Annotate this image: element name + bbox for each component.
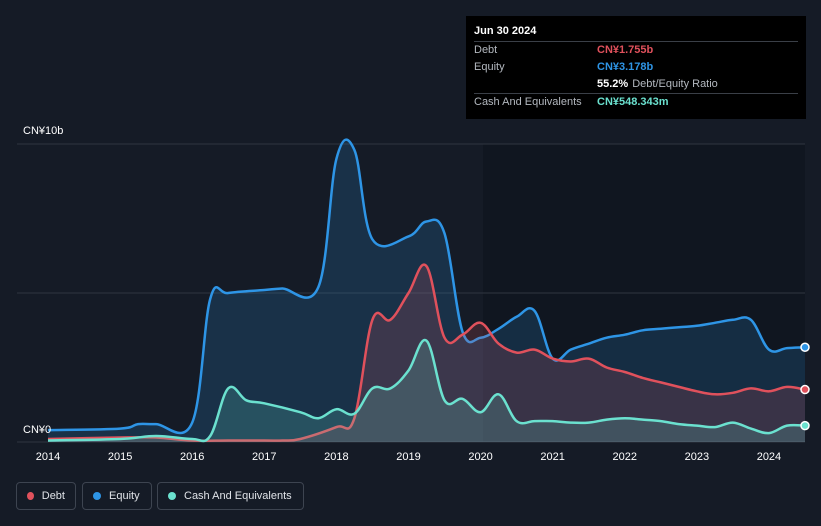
x-tick-label: 2020 xyxy=(468,451,493,463)
legend-cash-label: Cash And Equivalents xyxy=(184,490,292,502)
x-tick-label: 2014 xyxy=(35,451,61,463)
x-tick-label: 2023 xyxy=(684,451,710,463)
y-axis-top-label: CN¥10b xyxy=(23,125,64,137)
tooltip-ratio-label: Debt/Equity Ratio xyxy=(632,78,718,90)
x-tick-label: 2018 xyxy=(324,451,349,463)
tooltip-equity-value: CN¥3.178b xyxy=(597,61,654,73)
tooltip-debt-label: Debt xyxy=(474,44,498,56)
series-layer xyxy=(47,138,810,443)
tooltip-row-equity: Equity CN¥3.178b xyxy=(474,59,798,76)
x-tick-label: 2019 xyxy=(396,451,421,463)
tooltip-row-cash: Cash And Equivalents CN¥548.343m xyxy=(474,93,798,111)
tooltip-panel: Jun 30 2024 Debt CN¥1.755b Equity CN¥3.1… xyxy=(466,16,806,119)
y-axis-bottom-label: CN¥0 xyxy=(23,424,52,436)
tooltip-row-debt: Debt CN¥1.755b xyxy=(474,41,798,59)
tooltip-cash-label: Cash And Equivalents xyxy=(474,96,582,108)
tooltip-cash-value: CN¥548.343m xyxy=(597,96,669,108)
legend-cash-dot-icon xyxy=(168,492,176,500)
x-tick-label: 2022 xyxy=(612,451,637,463)
cash-line xyxy=(47,338,806,443)
x-tick-label: 2017 xyxy=(252,451,277,463)
legend-debt-dot-icon xyxy=(27,492,34,500)
equity-area xyxy=(48,139,805,443)
cash-area xyxy=(48,339,805,442)
debt-line xyxy=(47,263,806,442)
tooltip-date: Jun 30 2024 xyxy=(474,25,537,37)
legend-debt-button[interactable]: Debt xyxy=(16,482,76,510)
x-tick-label: 2015 xyxy=(107,451,133,463)
tooltip-equity-label: Equity xyxy=(474,61,505,73)
legend-debt-label: Debt xyxy=(41,490,65,502)
legend-cash-button[interactable]: Cash And Equivalents xyxy=(157,482,304,510)
debt-endpoint-marker xyxy=(800,384,810,395)
tooltip-row-ratio: 55.2% Debt/Equity Ratio xyxy=(474,76,798,93)
x-tick-label: 2021 xyxy=(540,451,565,463)
tooltip-debt-value: CN¥1.755b xyxy=(597,44,654,56)
equity-line xyxy=(47,138,806,435)
cash-endpoint-marker xyxy=(800,420,810,431)
x-tick-label: 2016 xyxy=(179,451,205,463)
tooltip-ratio-value: 55.2% xyxy=(597,78,629,90)
legend-equity-button[interactable]: Equity xyxy=(82,482,152,510)
x-tick-label: 2024 xyxy=(756,451,782,463)
legend-equity-dot-icon xyxy=(93,492,101,500)
legend-equity-label: Equity xyxy=(109,490,140,502)
debt-area xyxy=(48,264,805,442)
equity-endpoint-marker xyxy=(800,342,810,352)
